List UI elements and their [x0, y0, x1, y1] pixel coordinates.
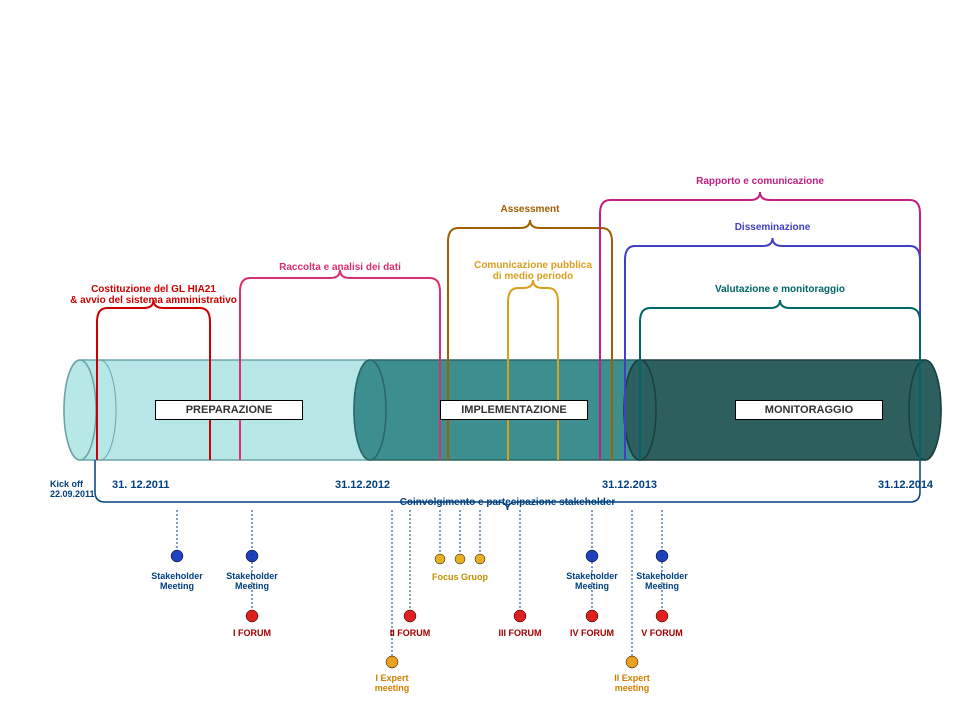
top-bracket-label: Raccolta e analisi dei dati — [230, 262, 450, 273]
top-bracket-label: Comunicazione pubblicadi medio periodo — [423, 260, 643, 282]
top-bracket-label: Costituzione del GL HIA21& avvio del sis… — [44, 284, 264, 306]
phase-label: MONITORAGGIO — [735, 400, 883, 420]
stakeholder-label: StakeholderMeeting — [217, 572, 287, 592]
phase-label: IMPLEMENTAZIONE — [440, 400, 588, 420]
stakeholder-label: StakeholderMeeting — [557, 572, 627, 592]
top-bracket-label: Disseminazione — [663, 222, 883, 233]
date-label: 31.12.2014 — [878, 479, 933, 491]
bottom-bracket-label: Coinvolgimento e partecipazione stakehol… — [348, 497, 668, 508]
forum-label: I FORUM — [217, 628, 287, 638]
stakeholder-label: StakeholderMeeting — [627, 572, 697, 592]
top-bracket-label: Rapporto e comunicazione — [650, 176, 870, 187]
phase-label: PREPARAZIONE — [155, 400, 303, 420]
forum-label: III FORUM — [485, 628, 555, 638]
forum-label: V FORUM — [627, 628, 697, 638]
date-label: 31. 12.2011 — [112, 479, 170, 491]
top-bracket-label: Valutazione e monitoraggio — [670, 284, 890, 295]
top-bracket-label: Assessment — [420, 204, 640, 215]
date-label: 31.12.2013 — [602, 479, 657, 491]
focus-group-label: Focus Gruop — [420, 572, 500, 582]
stakeholder-label: StakeholderMeeting — [142, 572, 212, 592]
expert-label: I Expertmeeting — [357, 674, 427, 694]
timeline-svg — [0, 0, 960, 720]
forum-label: IV FORUM — [557, 628, 627, 638]
expert-label: II Expertmeeting — [597, 674, 667, 694]
date-label: 31.12.2012 — [335, 479, 390, 491]
forum-label: II FORUM — [375, 628, 445, 638]
kickoff-label: Kick off22.09.2011 — [50, 479, 95, 499]
